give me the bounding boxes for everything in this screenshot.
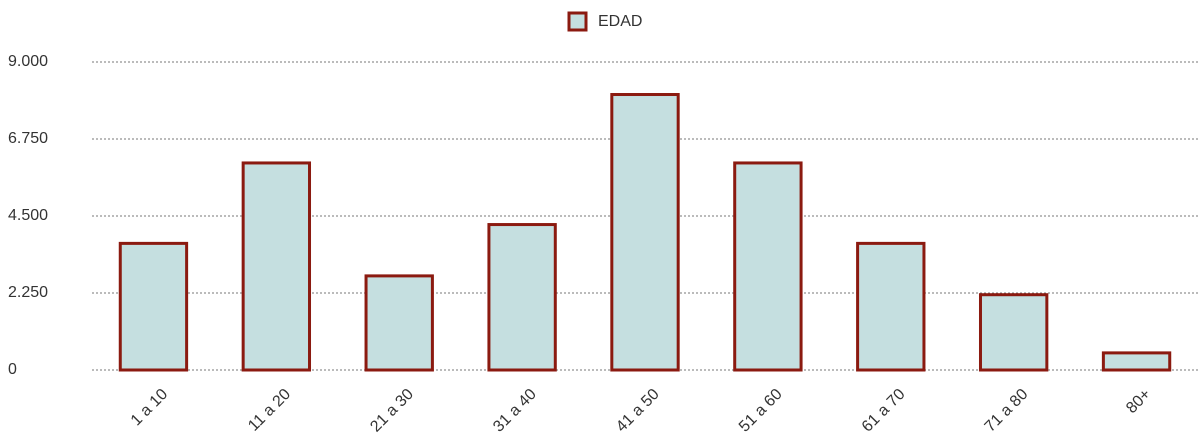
x-tick-label: 71 a 80 (982, 386, 1032, 436)
x-tick-label: 11 a 20 (245, 386, 294, 435)
y-tick-label: 2.250 (8, 284, 48, 301)
x-tick-label: 31 a 40 (490, 386, 540, 436)
bar (610, 93, 680, 372)
legend-swatch (567, 11, 588, 32)
bar (733, 161, 803, 372)
bar (978, 293, 1049, 372)
x-tick-label: 80+ (1123, 386, 1154, 417)
x-tick-label: 41 a 50 (613, 386, 663, 436)
y-tick-label: 9.000 (8, 53, 48, 70)
bar (1101, 351, 1172, 372)
x-tick-label: 21 a 30 (367, 386, 417, 436)
bar (118, 241, 189, 372)
bar (856, 241, 926, 372)
bar (241, 161, 312, 372)
y-tick-label: 0 (8, 361, 17, 378)
legend-label: EDAD (598, 13, 642, 30)
y-tick-label: 4.500 (8, 207, 48, 224)
x-tick-label: 51 a 60 (736, 386, 786, 436)
y-tick-label: 6.750 (8, 130, 48, 147)
bar (364, 274, 434, 372)
x-tick-label: 1 a 10 (128, 386, 172, 430)
x-tick-label: 61 a 70 (859, 386, 909, 436)
bar (487, 223, 557, 372)
